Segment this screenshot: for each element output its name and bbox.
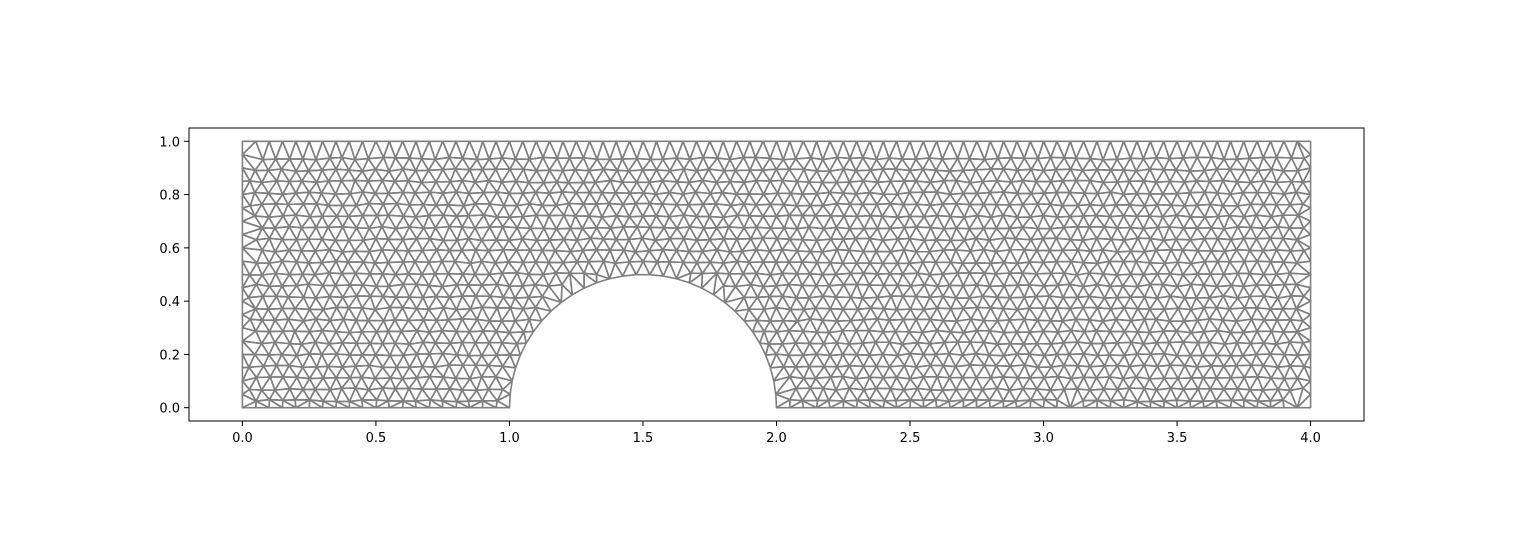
mesh-element (488, 157, 503, 170)
mesh-element (501, 157, 517, 170)
mesh-element (1155, 156, 1171, 171)
mesh-element (1248, 156, 1265, 172)
mesh-element (782, 158, 797, 170)
mesh-element (1210, 156, 1225, 171)
mesh-element (434, 156, 451, 171)
mesh-element (476, 158, 490, 171)
triangular-mesh (241, 140, 1312, 409)
mesh-element (1290, 157, 1306, 172)
mesh-element (1010, 157, 1026, 171)
x-tick-label: 3.0 (1033, 431, 1054, 446)
mesh-element (1142, 156, 1158, 170)
mesh-element (1236, 157, 1251, 171)
mesh-element (315, 157, 331, 171)
mesh-element (875, 157, 890, 170)
mesh-element (1037, 156, 1052, 172)
y-tick-label: 0.6 (159, 242, 180, 257)
mesh-element (716, 157, 731, 172)
mesh-element (849, 156, 864, 172)
mesh-element (1262, 156, 1278, 171)
mesh-element (702, 156, 719, 170)
mesh-element (821, 156, 839, 173)
mesh-element (542, 156, 559, 172)
mesh-element (1089, 157, 1104, 171)
mesh-element (983, 157, 999, 170)
mesh-element (420, 157, 436, 172)
x-tick-label: 1.0 (499, 431, 520, 446)
mesh-element (861, 156, 878, 171)
mesh-element (1196, 156, 1213, 172)
mesh-element (1223, 158, 1238, 171)
mesh-element (1168, 157, 1185, 171)
mesh-element (968, 157, 986, 171)
mesh-element (1275, 156, 1293, 172)
mesh-element (448, 156, 464, 170)
mesh-element (810, 157, 824, 172)
y-tick-label: 0.2 (159, 348, 180, 363)
mesh-element (1049, 156, 1066, 171)
mesh-element (528, 156, 544, 172)
mesh-element (1129, 157, 1145, 172)
mesh-element (262, 158, 277, 172)
mesh-element (636, 157, 652, 171)
mesh-element (408, 157, 423, 172)
y-tick-label: 0.0 (159, 402, 180, 417)
mesh-element (274, 158, 291, 170)
mesh-element (928, 157, 944, 172)
x-tick-label: 2.5 (900, 431, 921, 446)
x-tick-label: 2.0 (766, 431, 787, 446)
mesh-element (956, 157, 971, 172)
mesh-element (461, 157, 478, 171)
mesh-element (729, 156, 745, 172)
x-tick-label: 4.0 (1300, 431, 1321, 446)
mesh-element (367, 156, 385, 171)
mesh-element (689, 156, 705, 172)
x-tick-label: 3.5 (1167, 431, 1188, 446)
mesh-element (609, 158, 624, 172)
mesh-element (329, 156, 343, 170)
mesh-element (288, 158, 304, 173)
mesh-element (582, 157, 598, 172)
mesh-element (302, 158, 317, 172)
y-tick-label: 0.8 (159, 189, 180, 204)
mesh-element (1116, 157, 1132, 171)
mesh-element (568, 157, 585, 171)
mesh-element (596, 158, 611, 171)
mesh-element (676, 157, 691, 170)
mesh-element (888, 157, 903, 170)
mesh-element (941, 157, 959, 172)
x-tick-label: 1.5 (633, 431, 654, 446)
x-tick-label: 0.5 (366, 431, 387, 446)
mesh-element (1182, 156, 1198, 172)
x-axis: 0.0 0.5 1.0 1.5 2.0 2.5 3.0 3.5 4.0 (232, 421, 1321, 446)
mesh-element (901, 158, 917, 172)
mesh-element (1102, 158, 1118, 171)
mesh-element (915, 157, 931, 171)
y-tick-label: 1.0 (159, 135, 180, 150)
mesh-element (662, 157, 678, 172)
mesh-element (394, 156, 411, 170)
y-axis: 0.0 0.2 0.4 0.6 0.8 1.0 (159, 135, 189, 417)
mesh-element (354, 157, 370, 172)
mesh-element (341, 156, 356, 171)
mesh-element (997, 157, 1012, 170)
mesh-element (1063, 157, 1077, 171)
x-tick-label: 0.0 (232, 431, 253, 446)
mesh-element (1075, 157, 1092, 172)
mesh-element (1023, 157, 1039, 171)
mesh-element (754, 156, 771, 171)
mesh-element (556, 157, 571, 172)
mesh-element (649, 158, 664, 171)
mesh-element (794, 157, 812, 171)
mesh-element (621, 157, 638, 172)
mesh-element (742, 156, 757, 172)
mesh-element (382, 156, 397, 172)
mesh-element (769, 157, 785, 171)
mesh-element (836, 156, 851, 170)
mesh-element (514, 158, 531, 171)
y-tick-label: 0.4 (159, 295, 180, 310)
